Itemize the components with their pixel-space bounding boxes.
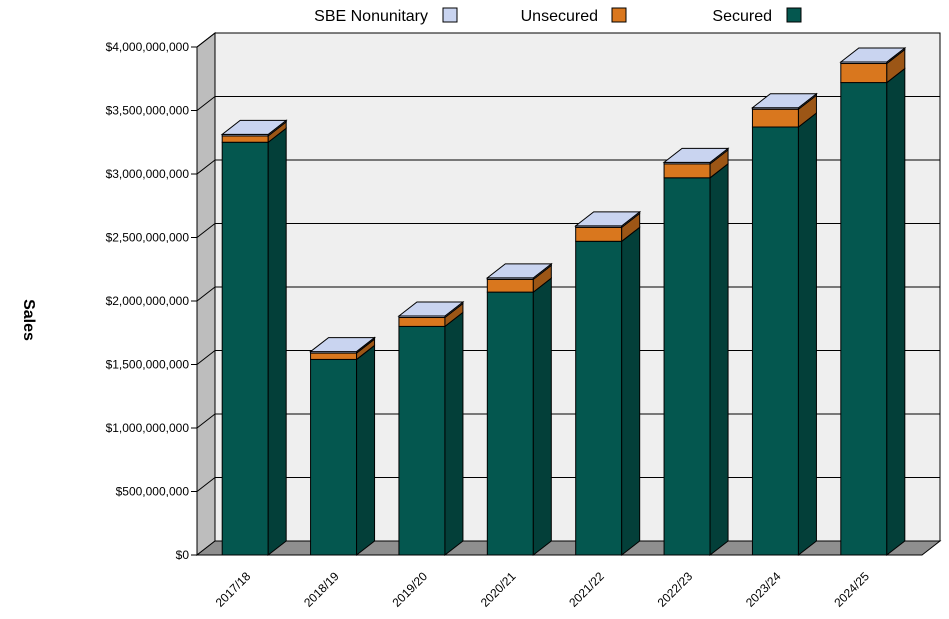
gridline-side bbox=[196, 477, 216, 492]
y-tick-label: $3,500,000,000 bbox=[106, 104, 190, 118]
y-axis-ticks: $0 $500,000,000 $1,000,000,000 $1,500,000,0… bbox=[106, 40, 197, 562]
bar-secured-side bbox=[709, 162, 729, 557]
gridline-side bbox=[196, 32, 216, 48]
legend-swatch-unsecured bbox=[611, 7, 627, 23]
bar-unsecured-front bbox=[486, 278, 534, 293]
x-tick-label: 2022/23 bbox=[655, 569, 696, 610]
x-tick-label: 2021/22 bbox=[566, 569, 607, 610]
bar-secured-side bbox=[356, 344, 376, 557]
y-tick-label: $1,500,000,000 bbox=[106, 358, 190, 372]
bar-sbe-nonunitary-top bbox=[485, 263, 553, 279]
gridline-side bbox=[196, 96, 216, 111]
bar-secured-front bbox=[663, 177, 711, 556]
y-tick-label: $500,000,000 bbox=[116, 485, 190, 499]
gridline-side bbox=[196, 413, 216, 429]
bar-sbe-nonunitary-top bbox=[574, 211, 642, 227]
x-tick-label: 2023/24 bbox=[743, 569, 784, 610]
legend-label-secured: Secured bbox=[712, 8, 772, 25]
bar-unsecured-front bbox=[221, 135, 269, 143]
gridline-side bbox=[196, 159, 216, 175]
x-tick-label: 2019/20 bbox=[389, 569, 430, 610]
bar-unsecured-front bbox=[310, 352, 358, 360]
gridline-side bbox=[196, 350, 216, 365]
bar-unsecured-front bbox=[751, 108, 799, 128]
bars bbox=[220, 46, 907, 557]
y-tick-label: $1,000,000,000 bbox=[106, 421, 190, 435]
y-axis-label: Sales bbox=[20, 299, 37, 341]
bar-unsecured-front bbox=[398, 317, 446, 327]
bar-2023/24 bbox=[750, 92, 818, 557]
legend: SBE Nonunitary Unsecured Secured bbox=[314, 7, 802, 25]
legend-swatch-sbe-nonunitary bbox=[442, 7, 458, 23]
bar-unsecured-front bbox=[663, 163, 711, 179]
bar-secured-front bbox=[575, 240, 623, 556]
bar-unsecured-front bbox=[840, 63, 888, 84]
bar-unsecured-front bbox=[575, 226, 623, 242]
bar-sbe-nonunitary-top bbox=[662, 147, 730, 163]
x-axis-ticks: 2017/18 2018/19 2019/20 2020/21 2021/22 2022/… bbox=[213, 569, 872, 610]
bar-sbe-nonunitary-top bbox=[309, 337, 377, 353]
floor bbox=[195, 540, 942, 556]
x-tick-label: 2024/25 bbox=[831, 569, 872, 610]
bar-secured-front bbox=[486, 291, 534, 556]
bar-secured-side bbox=[444, 311, 464, 557]
bar-secured-side bbox=[797, 111, 817, 557]
bar-sbe-nonunitary-top bbox=[750, 93, 818, 109]
bar-secured-front bbox=[221, 141, 269, 556]
bar-2019/20 bbox=[397, 300, 465, 557]
bar-2024/25 bbox=[839, 46, 907, 557]
bar-secured-side bbox=[886, 67, 906, 557]
bar-secured-side bbox=[621, 226, 641, 557]
legend-swatch-secured bbox=[786, 7, 802, 23]
bar-sbe-nonunitary-top bbox=[397, 301, 465, 317]
bar-secured-side bbox=[267, 127, 287, 557]
bar-sbe-nonunitary-top bbox=[220, 119, 288, 135]
bar-secured-front bbox=[751, 126, 799, 556]
y-tick-label: $2,000,000,000 bbox=[106, 294, 190, 308]
bar-2020/21 bbox=[485, 262, 553, 557]
y-tick-label: $4,000,000,000 bbox=[106, 40, 190, 54]
x-tick-label: 2018/19 bbox=[301, 569, 342, 610]
x-tick-label: 2020/21 bbox=[478, 569, 519, 610]
gridline-side bbox=[196, 223, 216, 238]
y-tick-label: $0 bbox=[176, 548, 190, 562]
legend-label-unsecured: Unsecured bbox=[521, 8, 598, 25]
bar-2017/18 bbox=[220, 119, 288, 557]
x-tick-label: 2017/18 bbox=[213, 569, 254, 610]
bar-secured-side bbox=[532, 277, 552, 557]
y-tick-label: $3,000,000,000 bbox=[106, 167, 190, 181]
bar-2021/22 bbox=[574, 210, 642, 557]
bar-secured-front bbox=[398, 325, 446, 556]
plot-background bbox=[195, 31, 942, 557]
bar-sbe-nonunitary-top bbox=[839, 47, 907, 63]
y-tick-label: $2,500,000,000 bbox=[106, 231, 190, 245]
bar-secured-front bbox=[840, 82, 888, 556]
legend-label-sbe-nonunitary: SBE Nonunitary bbox=[314, 8, 428, 25]
gridline-side bbox=[196, 286, 216, 302]
bar-2018/19 bbox=[309, 336, 377, 557]
bar-secured-front bbox=[310, 358, 358, 556]
bar-2022/23 bbox=[662, 147, 730, 557]
